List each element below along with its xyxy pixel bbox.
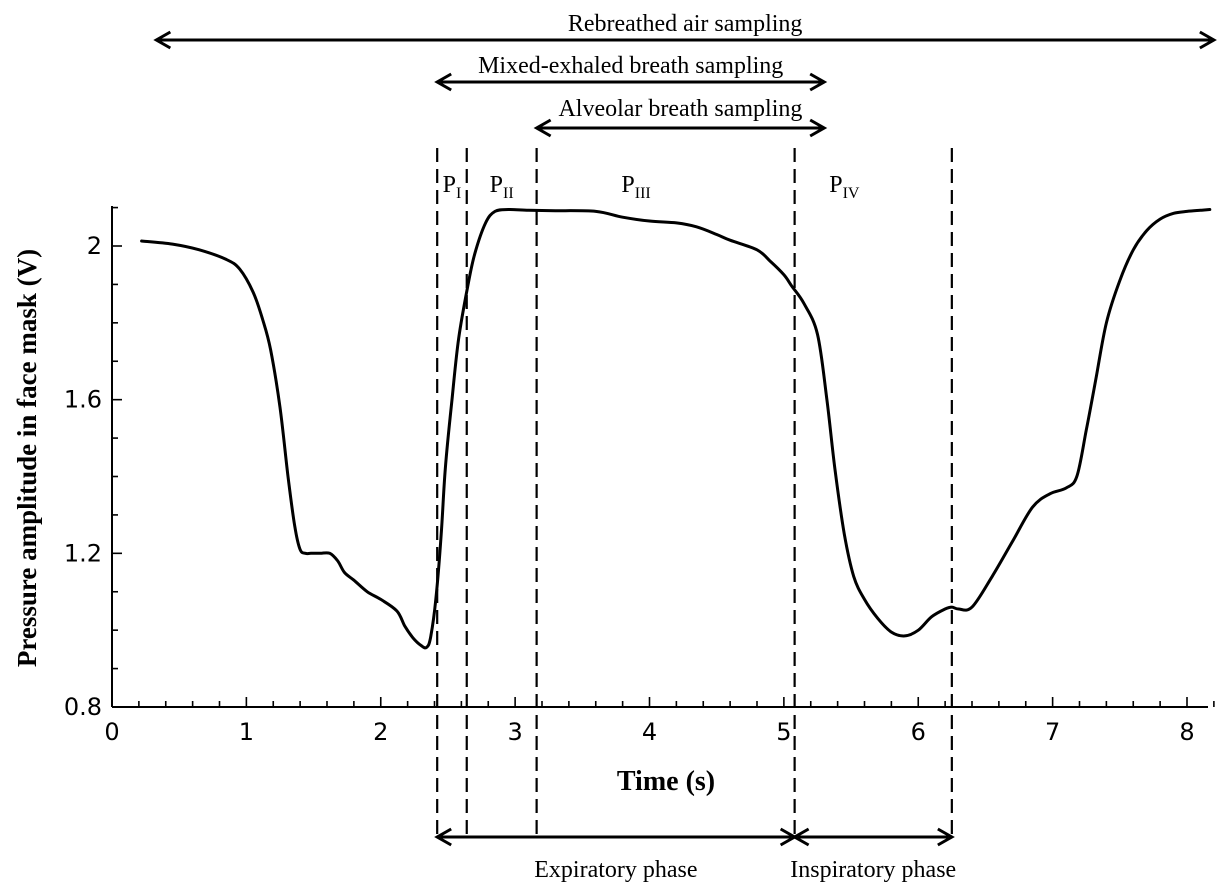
x-axis-title: Time (s) xyxy=(617,766,715,797)
breath-phases: Expiratory phase Inspiratory phase xyxy=(434,827,956,883)
x-tick-label: 0 xyxy=(104,718,119,746)
x-tick-label: 5 xyxy=(776,718,791,746)
arrow-head-left xyxy=(533,118,552,138)
y-tick-label: 2 xyxy=(87,232,102,260)
breath-phase-arrow xyxy=(434,827,798,847)
x-tick-label: 6 xyxy=(911,718,926,746)
arrow-head-right xyxy=(937,827,955,847)
phase-label-subscript: IV xyxy=(843,185,860,202)
phase-label: PII xyxy=(490,172,514,202)
arrow-head-left xyxy=(791,827,810,847)
breath-phase-label: Inspiratory phase xyxy=(790,857,956,883)
sampling-range-arrow xyxy=(434,72,828,92)
x-tick-label: 1 xyxy=(239,718,254,746)
y-axis-title: Pressure amplitude in face mask (V) xyxy=(12,249,42,667)
x-tick-label: 3 xyxy=(507,718,522,746)
sampling-range-arrow xyxy=(533,118,828,138)
phase-labels: PI PII PIII PIV xyxy=(443,172,860,202)
x-tick-label: 2 xyxy=(373,718,388,746)
sampling-range-label: Rebreathed air sampling xyxy=(568,11,803,37)
y-tick-label: 1.2 xyxy=(64,539,102,567)
phase-label-subscript: II xyxy=(503,185,514,202)
phase-label: PIII xyxy=(621,172,650,202)
phase-label-base: P xyxy=(829,172,842,198)
breath-phase-arrow xyxy=(791,827,955,847)
phase-label-subscript: I xyxy=(456,185,461,202)
x-tick-label: 7 xyxy=(1045,718,1060,746)
x-ticks: 0 1 2 3 4 5 6 7 8 xyxy=(104,697,1215,746)
arrow-head-right xyxy=(809,118,828,138)
arrow-head-left xyxy=(434,72,452,92)
arrow-head-left xyxy=(153,30,172,50)
phase-label: PI xyxy=(443,172,462,202)
series-line xyxy=(140,207,1212,650)
sampling-ranges: Rebreathed air sampling Mixed-exhaled bre… xyxy=(153,11,1217,138)
axes: 0 1 2 3 4 5 6 7 8 0.8 1.2 1.6 2 xyxy=(64,206,1215,746)
arrow-head-right xyxy=(1199,30,1217,50)
arrow-head-right xyxy=(809,72,828,92)
sampling-range-label: Mixed-exhaled breath sampling xyxy=(478,53,783,79)
x-tick-label: 4 xyxy=(642,718,657,746)
y-tick-label: 1.6 xyxy=(64,386,102,414)
phase-label-base: P xyxy=(490,172,503,198)
phase-label-base: P xyxy=(443,172,456,198)
arrow-head-left xyxy=(434,827,452,847)
sampling-range-arrow xyxy=(153,30,1217,50)
breath-phase-label: Expiratory phase xyxy=(534,857,697,883)
phase-label-subscript: III xyxy=(635,185,651,202)
phase-label: PIV xyxy=(829,172,860,202)
x-tick-label: 8 xyxy=(1179,718,1194,746)
y-ticks: 0.8 1.2 1.6 2 xyxy=(64,206,122,721)
phase-markers xyxy=(436,148,953,836)
y-tick-label: 0.8 xyxy=(64,693,102,721)
sampling-range-label: Alveolar breath sampling xyxy=(558,96,802,122)
phase-label-base: P xyxy=(621,172,634,198)
